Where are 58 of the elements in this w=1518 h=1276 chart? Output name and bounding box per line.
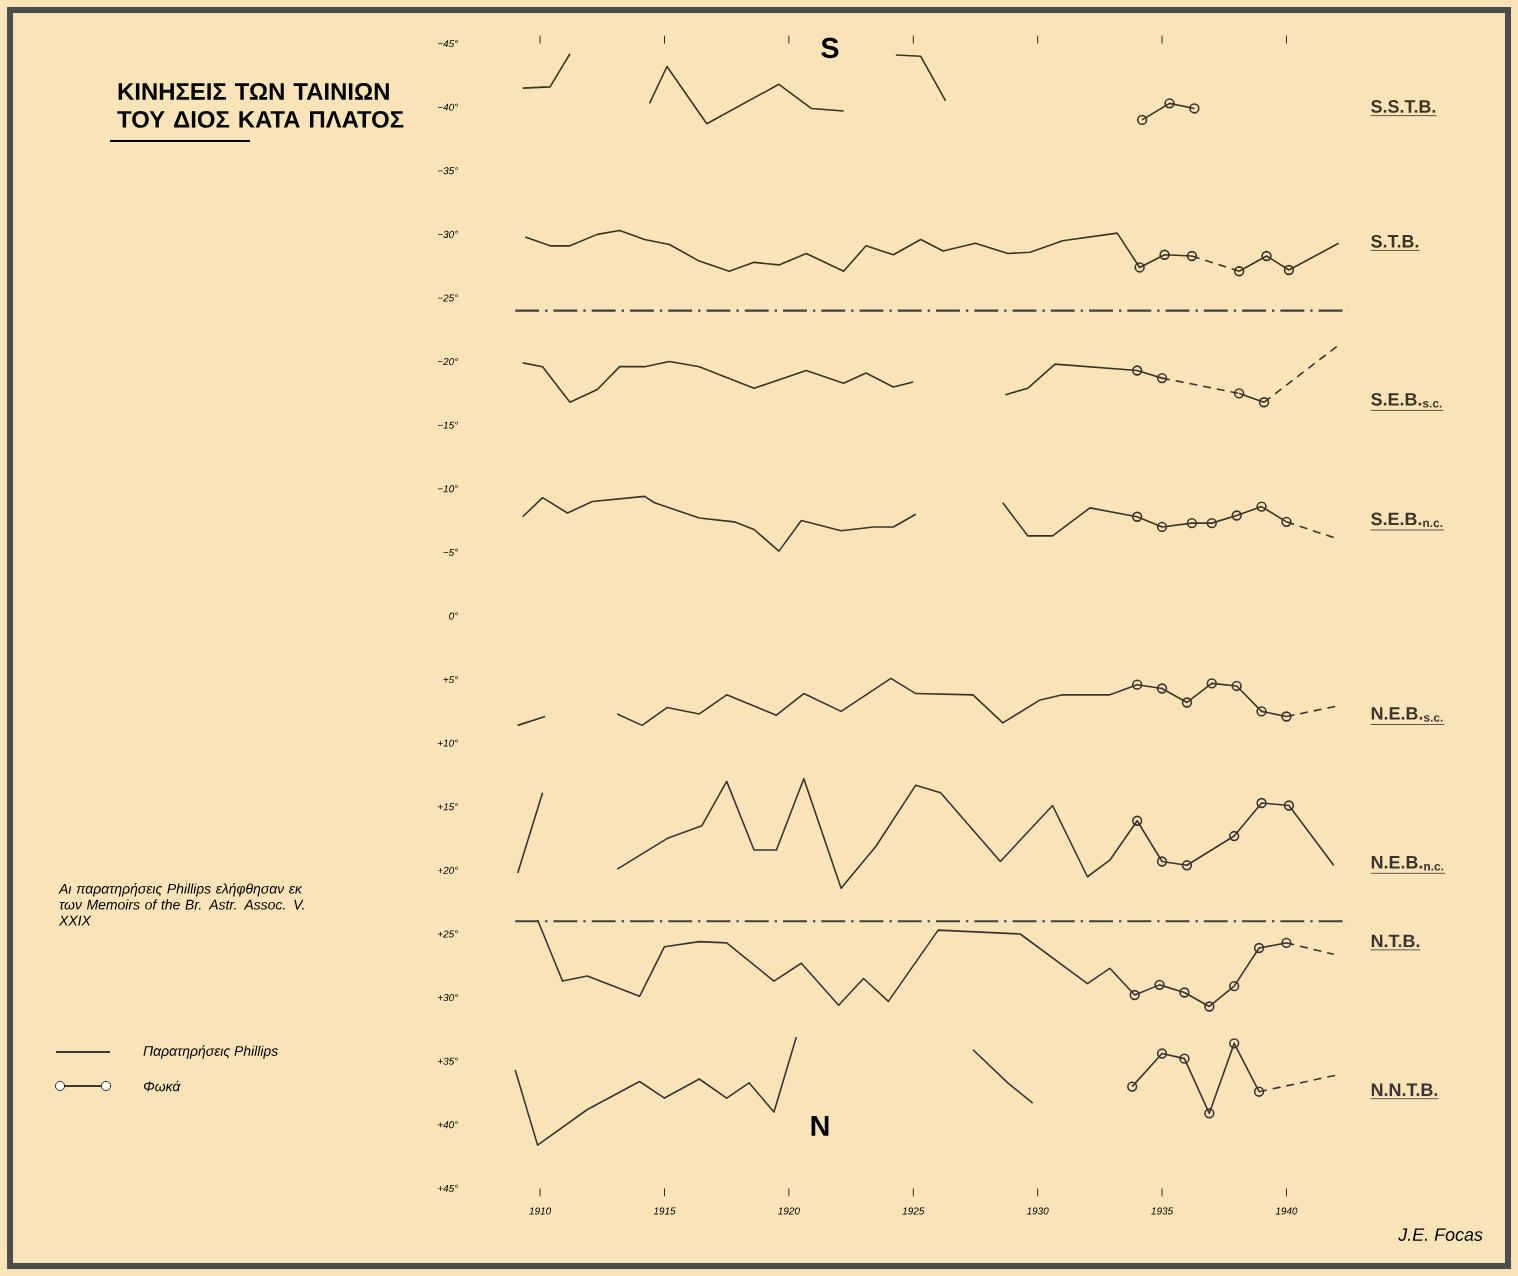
text: N.T.B. bbox=[1371, 934, 1420, 948]
point bbox=[1131, 365, 1143, 376]
point bbox=[1129, 989, 1140, 1001]
point bbox=[1156, 521, 1168, 533]
point bbox=[1231, 680, 1242, 692]
annotation: N bbox=[811, 1116, 829, 1136]
point bbox=[1179, 1053, 1190, 1064]
point bbox=[1283, 800, 1295, 811]
point bbox=[1186, 250, 1198, 262]
point bbox=[1229, 830, 1240, 842]
point bbox=[1204, 1108, 1215, 1119]
point bbox=[1206, 678, 1217, 689]
point bbox=[1281, 937, 1292, 949]
point bbox=[1258, 397, 1270, 408]
point bbox=[1233, 388, 1245, 399]
point bbox=[1131, 511, 1143, 522]
point bbox=[1156, 372, 1168, 384]
point bbox=[1156, 683, 1168, 694]
point bbox=[1179, 987, 1190, 998]
point bbox=[1181, 860, 1193, 871]
text: N.N.T.B. bbox=[1371, 1083, 1438, 1096]
text: N.E.B.$_{s.c.}$ bbox=[1371, 707, 1443, 722]
point bbox=[1156, 856, 1168, 867]
point bbox=[1229, 980, 1240, 992]
point bbox=[1186, 517, 1198, 529]
point bbox=[1233, 266, 1245, 277]
text: J.E. Focas bbox=[1398, 1228, 1483, 1241]
point bbox=[1131, 679, 1143, 690]
text: ΚΙΝΗΣΕΙΣ ΤΩΝ ΤΑΙΝΙΩΝ ΤΟΥ ΔΙΟΣ ΚΑΤΑ ΠΛΑΤΟΣ bbox=[117, 83, 404, 128]
point bbox=[1164, 98, 1175, 109]
series-label: S.T.B. bbox=[1371, 234, 1419, 248]
point bbox=[1136, 114, 1148, 126]
point bbox=[1156, 1048, 1168, 1059]
point bbox=[1261, 250, 1272, 262]
text: S.E.B.$_{s.c.}$ bbox=[1371, 392, 1442, 408]
point bbox=[1281, 516, 1292, 528]
point bbox=[1229, 1038, 1240, 1049]
point bbox=[1134, 262, 1145, 273]
point bbox=[1281, 711, 1292, 722]
text: S.S.T.B. bbox=[1371, 100, 1436, 113]
point bbox=[1154, 979, 1165, 991]
point bbox=[1204, 1001, 1215, 1012]
point bbox=[1131, 815, 1143, 826]
point bbox=[1256, 797, 1267, 809]
point bbox=[1283, 264, 1295, 276]
point bbox=[1253, 942, 1265, 954]
point bbox=[1127, 1081, 1138, 1092]
point bbox=[1256, 706, 1267, 717]
point bbox=[1206, 517, 1217, 529]
annotation: S bbox=[821, 37, 839, 59]
text: S.E.B.$_{n.c.}$ bbox=[1371, 512, 1443, 528]
point bbox=[1181, 697, 1193, 708]
text: N.E.B.$_{n.c.}$ bbox=[1371, 856, 1444, 871]
point bbox=[1253, 1086, 1265, 1097]
point bbox=[1231, 510, 1242, 521]
point bbox=[1256, 501, 1267, 512]
point bbox=[1189, 103, 1200, 114]
point bbox=[1159, 249, 1170, 260]
